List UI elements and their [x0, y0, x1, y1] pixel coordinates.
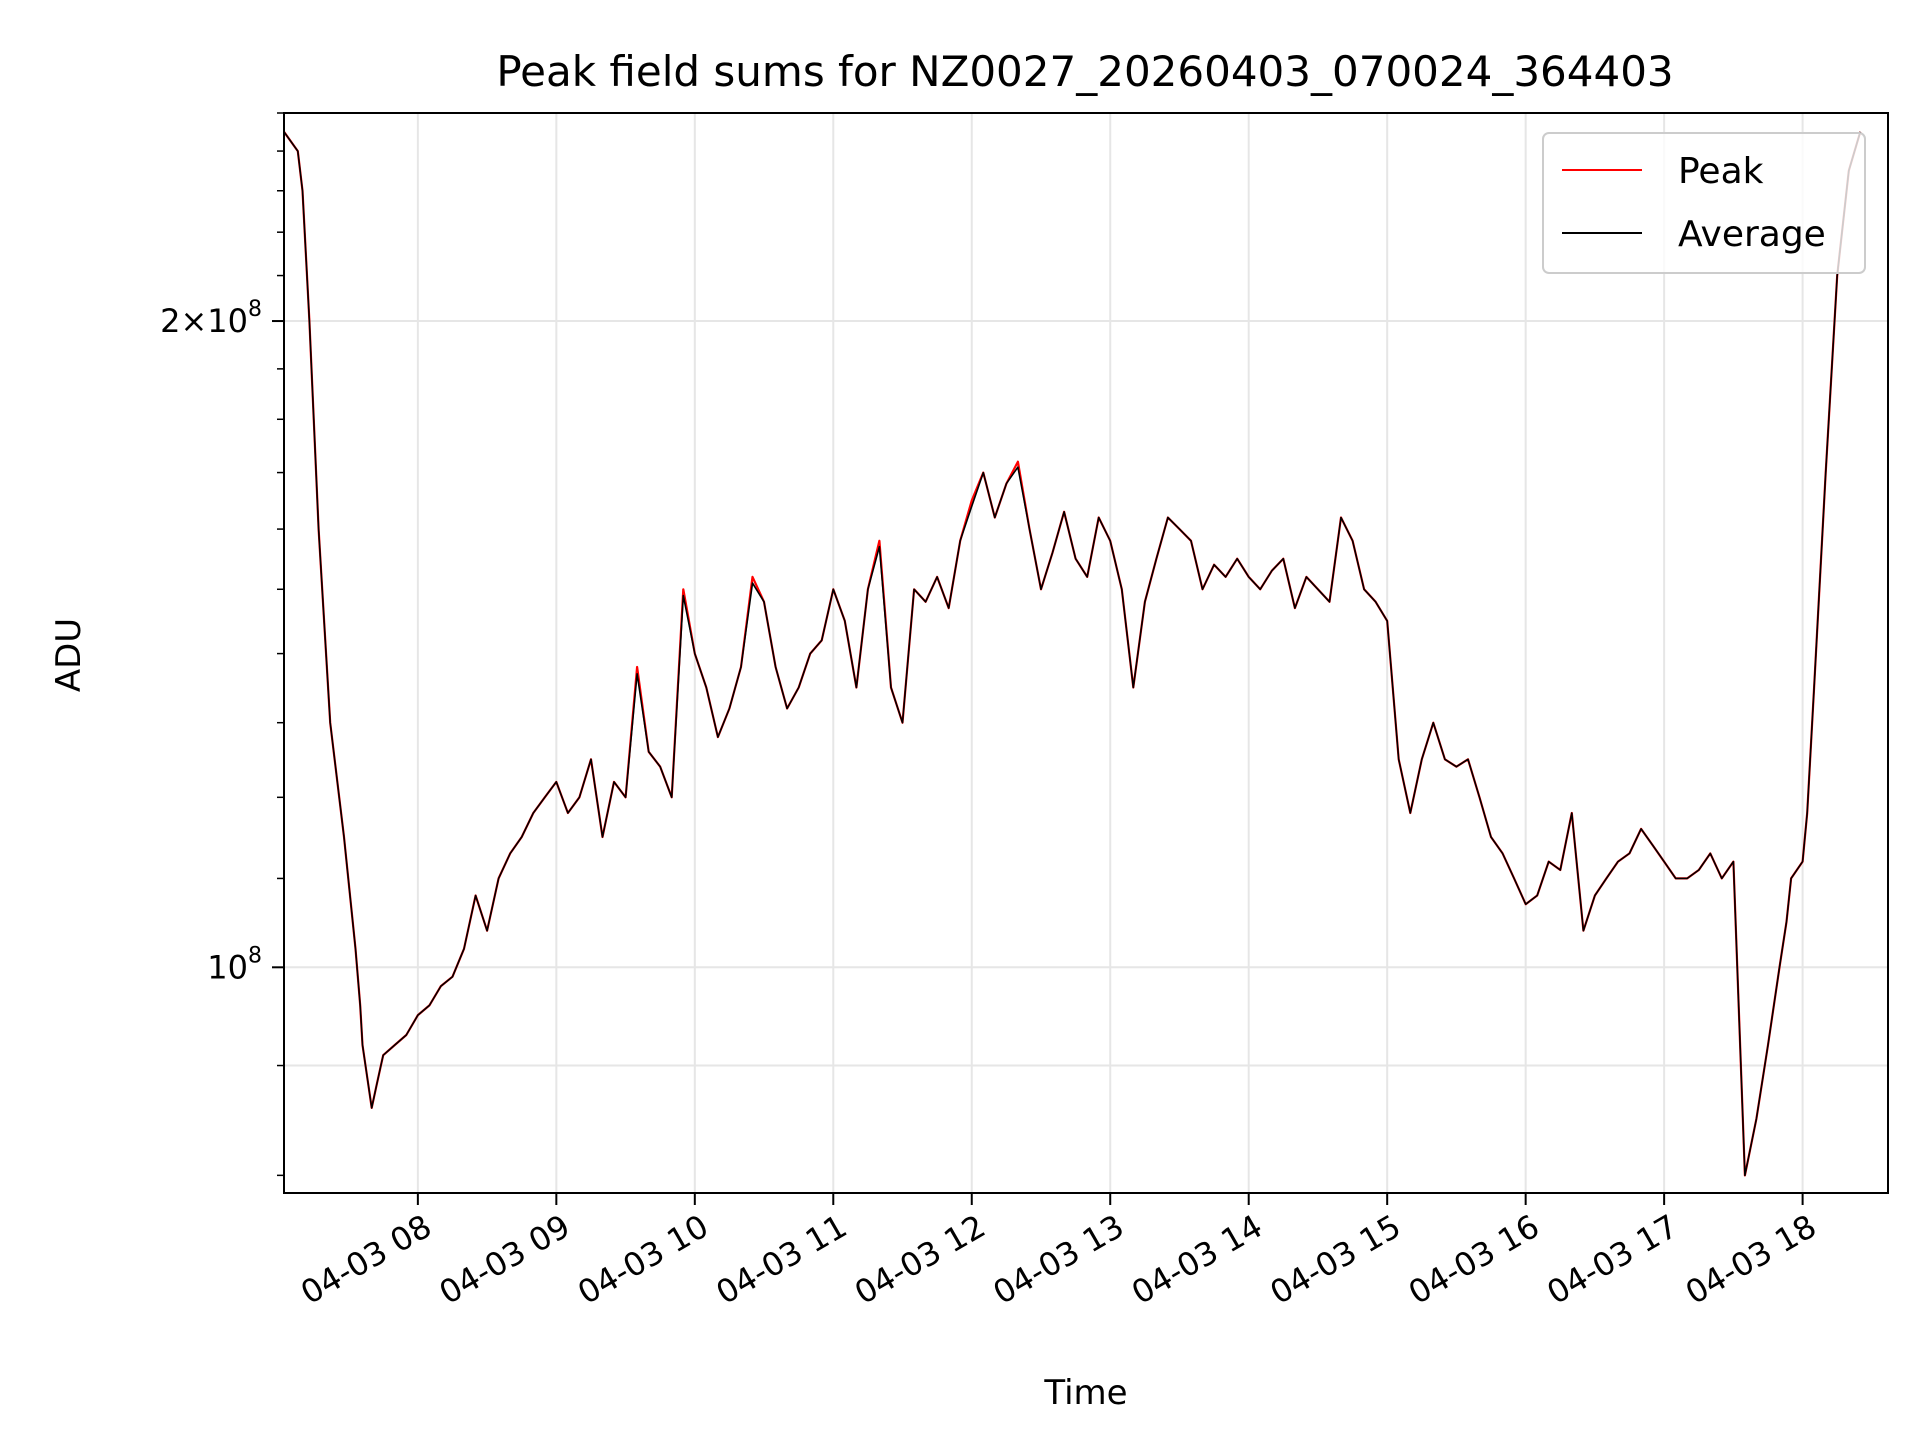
- series-layer: [283, 131, 1862, 1177]
- legend-label-average: Average: [1678, 214, 1826, 255]
- series-line-average: [283, 131, 1862, 1177]
- legend: Peak Average: [1542, 132, 1866, 274]
- chart-title: Peak field sums for NZ0027_20260403_0700…: [496, 47, 1673, 96]
- legend-box: [1542, 132, 1866, 274]
- y-tick-label: 2×108: [160, 297, 262, 340]
- y-axis-label: ADU: [49, 618, 89, 692]
- legend-label-peak: Peak: [1678, 151, 1764, 192]
- y-axis: 108 2×108: [160, 112, 284, 1177]
- x-axis-label: Time: [1043, 1373, 1127, 1413]
- y-tick-label: 108: [207, 943, 262, 986]
